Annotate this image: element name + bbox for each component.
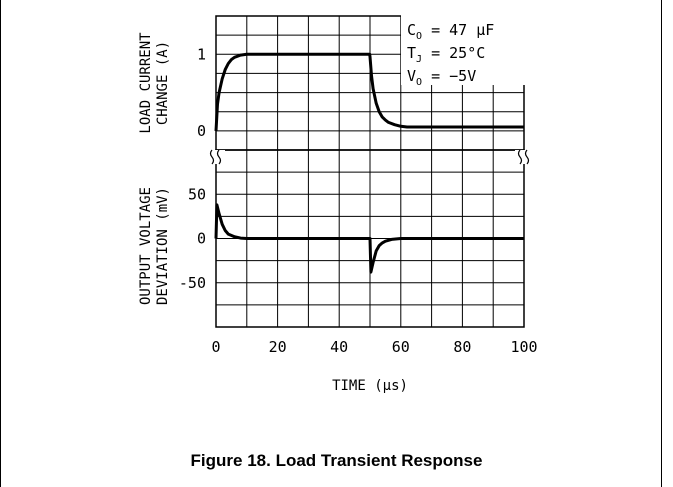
annotation-capacitance: CO = 47 μF [407,21,494,42]
figure-frame-right-rule [661,0,662,487]
axis-break-mark-left [209,149,215,165]
tick-labels: 0 1 50 0 -50 0 20 40 60 80 100 [179,45,538,356]
x-tick-label: 80 [453,338,471,356]
axis-break-mark-right [524,149,530,165]
bottom-y-tick-label: 0 [197,230,206,248]
y-axis-labels: LOAD CURRENT CHANGE (A) OUTPUT VOLTAGE DEVI… [138,32,171,305]
x-tick-label: 20 [269,338,287,356]
top-y-tick-label: 0 [197,122,206,140]
load-current-line [214,52,524,131]
figure-frame-left-rule [0,0,1,487]
axis-break-mark-left [216,149,222,165]
output-voltage-curve [214,203,524,274]
axis-break-mark-right [517,149,523,165]
bottom-y-axis-label-line: OUTPUT VOLTAGE [138,187,154,305]
bottom-y-tick-label: 50 [188,185,206,203]
conditions-annotation: CO = 47 μF TJ = 25°C VO = −5V [401,14,526,88]
bottom-y-axis-label-line: DEVIATION (mV) [155,187,171,305]
bottom-y-tick-label: -50 [179,274,206,292]
top-y-axis-label-line: CHANGE (A) [155,41,171,125]
x-tick-label: 60 [392,338,410,356]
annotation-temperature: TJ = 25°C [407,44,485,65]
axis-break-gap-left [207,150,225,164]
top-y-tick-label: 1 [197,45,206,63]
annotation-output-voltage: VO = −5V [407,67,476,88]
axis-break-marks [207,149,533,165]
x-tick-label: 0 [211,338,220,356]
top-y-axis-label-line: LOAD CURRENT [138,32,154,134]
axis-break-gap-right [515,150,533,164]
output-voltage-line [214,203,524,274]
x-tick-label: 40 [330,338,348,356]
figure-caption: Figure 18. Load Transient Response [190,451,483,470]
x-axis-label: TIME (μs) [332,378,408,394]
load-current-curve [214,52,524,131]
x-tick-label: 100 [510,338,537,356]
